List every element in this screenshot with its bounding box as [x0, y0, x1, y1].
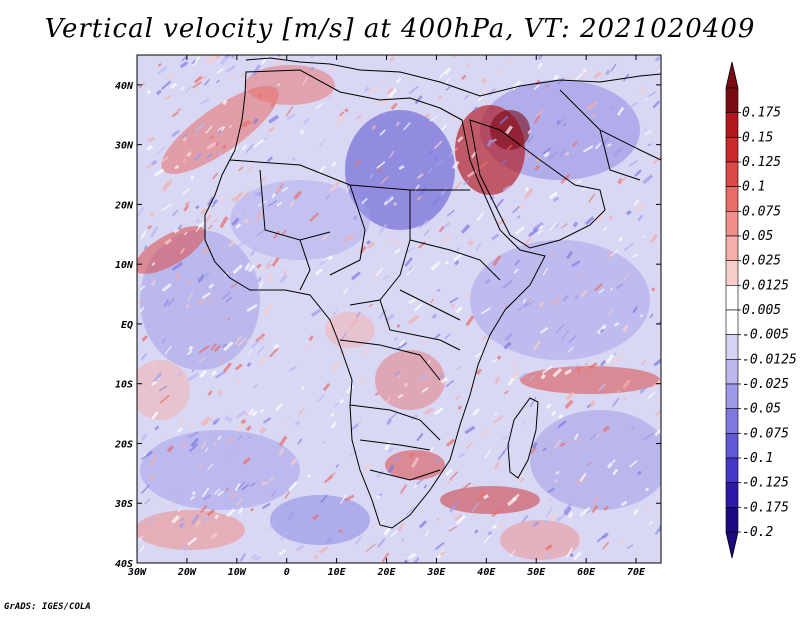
colorbar-label: 0.15: [742, 130, 773, 145]
colorbar: 0.175 0.15 0.125 0.1 0.075 0.05 0.025 0.0125 0.0…: [725, 61, 797, 559]
colorbar-label: -0.05: [742, 402, 781, 417]
colorbar-label: -0.025: [742, 377, 789, 392]
latitude-axis: 40N 30N 20N 10N EQ 10S 20S 30S 40S: [114, 81, 661, 570]
colorbar-swatch: [725, 482, 739, 508]
lat-tick-label: 40N: [115, 81, 134, 92]
colorbar-label: 0.1: [742, 180, 765, 195]
lat-tick-label: 10S: [115, 380, 133, 391]
longitude-axis: 30W 20W 10W 0 10E 20E 30E 40E 50E 60E 70E: [127, 55, 646, 578]
colorbar-swatch: [725, 309, 739, 335]
lon-tick-label: 0: [284, 567, 290, 578]
colorbar-swatch: [725, 235, 739, 261]
colorbar-swatch: [725, 112, 739, 138]
colorbar-swatch: [725, 383, 739, 409]
lon-tick-label: 20W: [177, 567, 197, 578]
lat-tick-label: 20N: [114, 200, 134, 211]
colorbar-swatch: [725, 285, 739, 311]
map-frame: [136, 54, 662, 564]
lon-tick-label: 70E: [627, 567, 646, 578]
lat-tick-label: EQ: [121, 320, 133, 331]
colorbar-swatch: [725, 359, 739, 385]
colorbar-label: -0.125: [742, 476, 789, 491]
lat-tick-label: 10N: [115, 260, 134, 271]
lon-tick-label: 50E: [527, 567, 546, 578]
colorbar-swatch: [725, 137, 739, 163]
colorbar-label: 0.125: [742, 155, 781, 170]
lon-tick-label: 20E: [376, 567, 396, 578]
colorbar-label: -0.005: [742, 328, 789, 343]
lon-tick-label: 30E: [426, 567, 446, 578]
map-title: Vertical velocity [m/s] at 400hPa, VT: 2…: [44, 14, 756, 44]
colorbar-label: -0.175: [742, 500, 789, 515]
lon-tick-label: 10E: [328, 567, 347, 578]
lat-tick-label: 30N: [114, 141, 134, 152]
lat-tick-label: 30S: [114, 499, 133, 510]
colorbar-swatch: [725, 211, 739, 237]
colorbar-swatch: [725, 161, 739, 187]
lon-tick-label: 40E: [477, 567, 496, 578]
colorbar-swatch: [725, 408, 739, 434]
velocity-field: [137, 55, 661, 563]
colorbar-bottom-arrow: [725, 531, 739, 559]
colorbar-label: 0.075: [742, 204, 781, 219]
lon-tick-label: 30W: [127, 567, 147, 578]
colorbar-label: 0.005: [742, 303, 781, 318]
colorbar-swatch: [725, 87, 739, 113]
lat-tick-label: 20S: [114, 439, 133, 450]
colorbar-label: 0.175: [742, 106, 781, 121]
colorbar-label: 0.025: [742, 254, 781, 269]
colorbar-label: -0.0125: [742, 352, 797, 367]
colorbar-label: -0.075: [742, 426, 789, 441]
lat-tick-label: 40S: [115, 559, 133, 570]
colorbar-top-arrow: [725, 61, 739, 89]
colorbar-label: 0.05: [742, 229, 773, 244]
lon-tick-label: 60E: [577, 567, 596, 578]
colorbar-swatch: [725, 334, 739, 360]
colorbar-swatch: [725, 507, 739, 533]
credit-text: GrADS: IGES/COLA: [4, 602, 91, 612]
coastlines: [204, 57, 661, 529]
colorbar-swatch: [725, 186, 739, 212]
colorbar-swatch: [725, 457, 739, 483]
colorbar-label: 0.0125: [742, 278, 789, 293]
colorbar-label: -0.2: [742, 525, 773, 540]
lon-tick-label: 10W: [228, 567, 247, 578]
colorbar-label: -0.1: [742, 451, 773, 466]
colorbar-swatch: [725, 260, 739, 286]
colorbar-swatch: [725, 433, 739, 459]
